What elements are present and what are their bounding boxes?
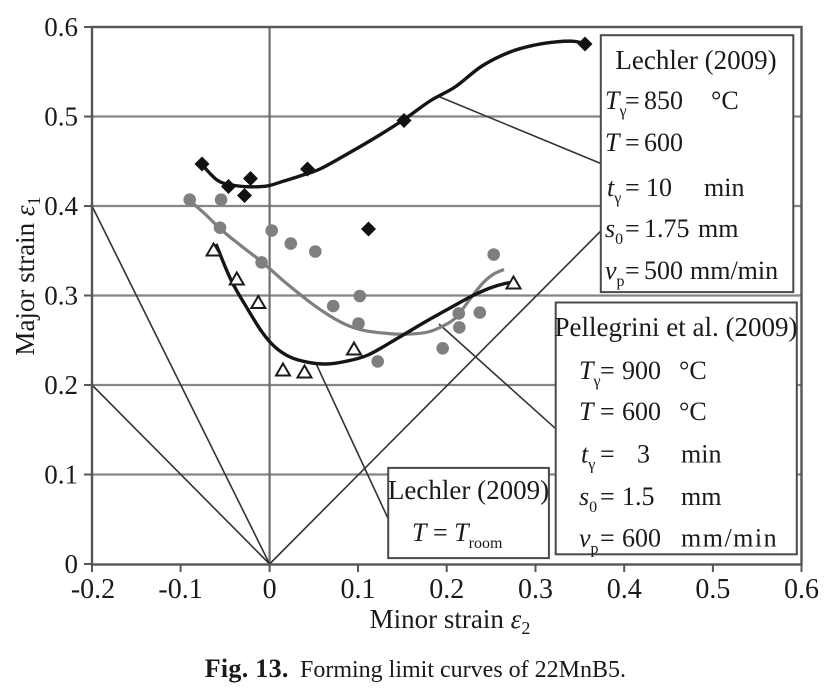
svg-text:=: = xyxy=(600,356,615,385)
svg-text:0.6: 0.6 xyxy=(784,574,819,605)
svg-text:°C: °C xyxy=(711,86,739,115)
svg-text:mm/min: mm/min xyxy=(690,256,778,285)
svg-text:0.4: 0.4 xyxy=(44,191,78,221)
svg-text:T: T xyxy=(579,397,595,426)
svg-text:=: = xyxy=(600,397,615,426)
svg-text:0: 0 xyxy=(263,574,277,605)
svg-text:=: = xyxy=(600,524,615,553)
svg-text:vp: vp xyxy=(605,256,625,290)
svg-text:°C: °C xyxy=(679,397,707,426)
svg-text:900: 900 xyxy=(622,356,661,385)
svg-text:Minor strain ε2: Minor strain ε2 xyxy=(370,604,531,638)
svg-text:0.1: 0.1 xyxy=(341,574,376,605)
svg-text:500: 500 xyxy=(644,256,683,285)
svg-text:Fig. 13.: Fig. 13. xyxy=(205,654,289,683)
svg-text:s0: s0 xyxy=(579,482,597,516)
svg-text:-0.1: -0.1 xyxy=(158,574,202,605)
svg-text:=: = xyxy=(625,256,640,285)
svg-text:mm: mm xyxy=(698,214,738,243)
svg-text:0.3: 0.3 xyxy=(44,281,78,311)
svg-text:min: min xyxy=(681,440,721,469)
svg-text:Pellegrini et al. (2009): Pellegrini et al. (2009) xyxy=(555,312,798,342)
svg-text:600: 600 xyxy=(622,524,661,553)
svg-text:=: = xyxy=(625,128,640,157)
svg-text:vp: vp xyxy=(579,524,599,558)
svg-text:T: T xyxy=(605,128,621,157)
svg-text:0.5: 0.5 xyxy=(44,102,78,132)
svg-text:=: = xyxy=(625,214,640,243)
svg-text:-0.2: -0.2 xyxy=(71,574,115,605)
svg-text:600: 600 xyxy=(644,128,683,157)
svg-text:=: = xyxy=(625,86,640,115)
svg-text:=: = xyxy=(625,173,640,202)
svg-text:tγ: tγ xyxy=(607,173,621,207)
svg-text:600: 600 xyxy=(622,397,661,426)
svg-text:0.3: 0.3 xyxy=(518,574,553,605)
svg-text:s0: s0 xyxy=(605,214,623,248)
svg-text:0.6: 0.6 xyxy=(44,12,78,42)
svg-text:tγ: tγ xyxy=(581,440,595,474)
svg-text:=: = xyxy=(600,440,615,469)
svg-text:mm/min: mm/min xyxy=(681,524,778,553)
svg-text:Tγ: Tγ xyxy=(579,356,601,390)
svg-text:1.75: 1.75 xyxy=(644,214,690,243)
svg-text:10: 10 xyxy=(646,173,672,202)
svg-text:Lechler (2009): Lechler (2009) xyxy=(388,475,549,505)
svg-text:Major strain ε1: Major strain ε1 xyxy=(10,196,44,355)
svg-text:0.2: 0.2 xyxy=(429,574,464,605)
svg-text:0.2: 0.2 xyxy=(44,370,78,400)
svg-text:0.4: 0.4 xyxy=(607,574,642,605)
svg-text:0: 0 xyxy=(65,549,79,579)
svg-text:T = Troom: T = Troom xyxy=(412,518,503,552)
svg-text:1.5: 1.5 xyxy=(622,482,655,511)
svg-text:°C: °C xyxy=(679,356,707,385)
svg-text:Tγ: Tγ xyxy=(605,86,627,120)
svg-text:mm: mm xyxy=(681,482,721,511)
svg-text:min: min xyxy=(704,173,744,202)
svg-text:3: 3 xyxy=(637,440,650,469)
svg-text:=: = xyxy=(600,482,615,511)
svg-text:0.5: 0.5 xyxy=(695,574,730,605)
svg-text:Forming limit curves of 22MnB5: Forming limit curves of 22MnB5. xyxy=(300,657,626,683)
svg-text:0.1: 0.1 xyxy=(44,460,78,490)
svg-text:Lechler (2009): Lechler (2009) xyxy=(615,45,776,75)
svg-text:850: 850 xyxy=(644,86,683,115)
